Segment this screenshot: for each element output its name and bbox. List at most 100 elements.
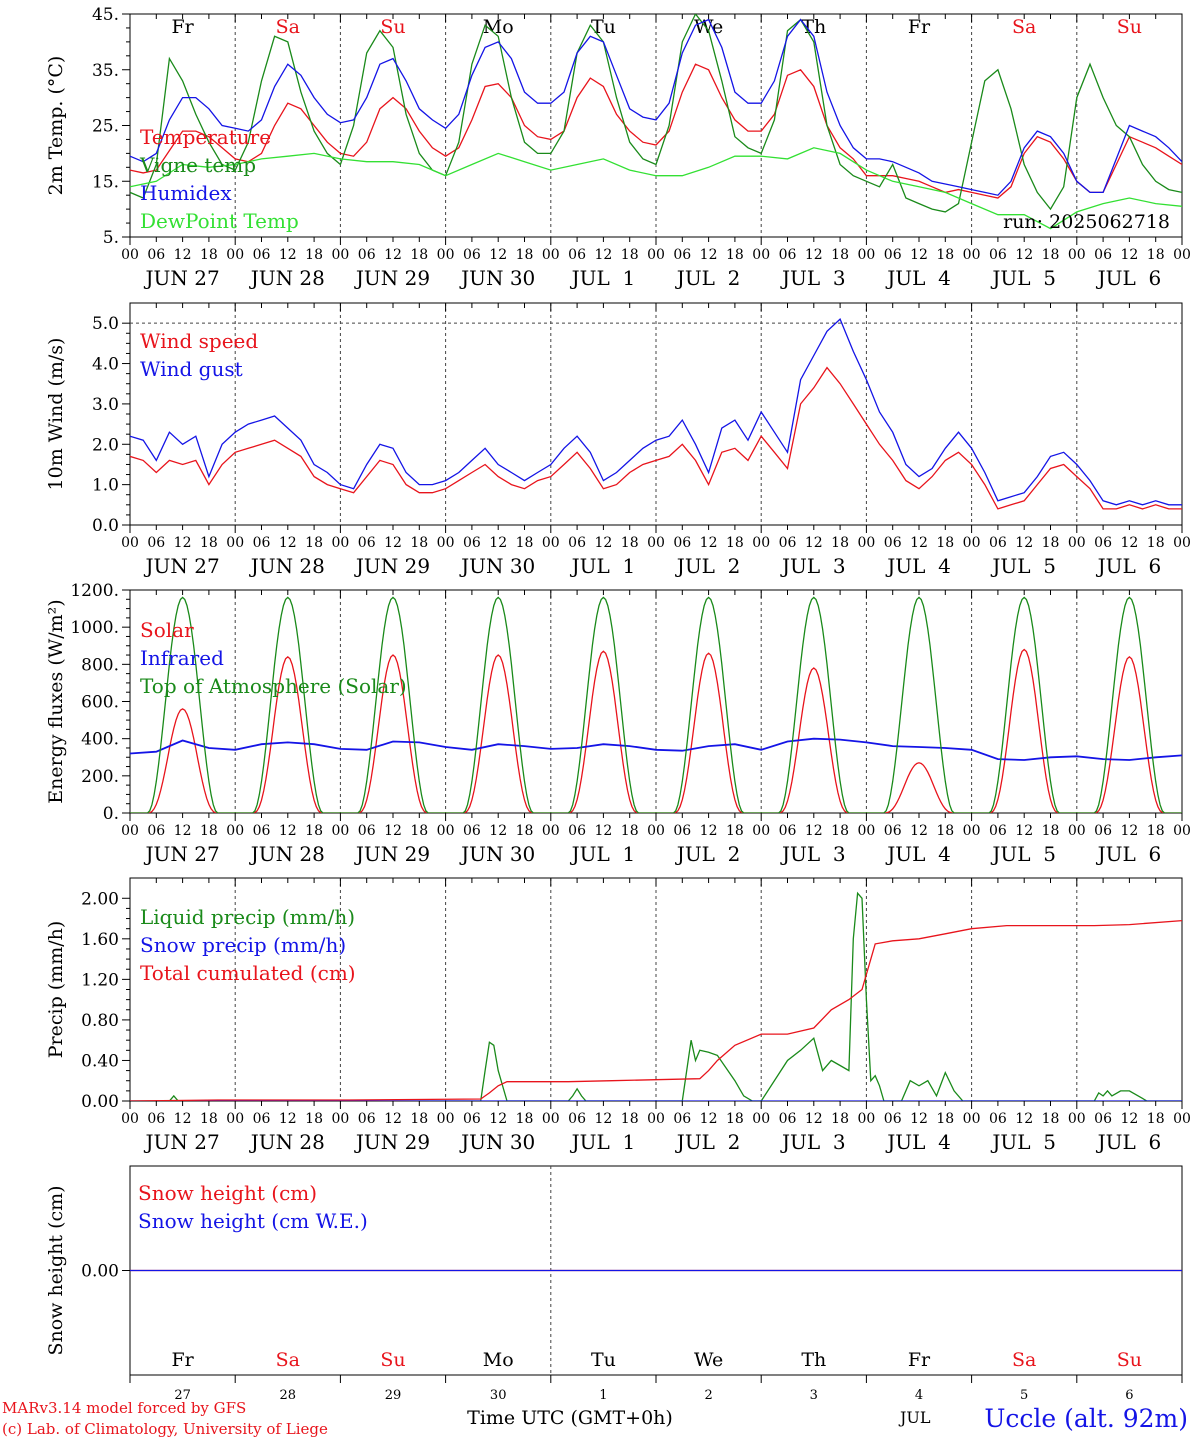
weekday-label: Mo (483, 16, 514, 38)
weekday-label: Su (1117, 1349, 1142, 1371)
hour-tick-label: 18 (621, 535, 639, 551)
y-tick-label: 1.0 (92, 476, 119, 496)
hour-tick-label: 00 (647, 247, 665, 263)
weekday-label: Sa (276, 16, 300, 38)
hour-tick-label: 18 (726, 1111, 744, 1127)
hour-tick-label: 00 (752, 535, 770, 551)
date-label: JUN 27 (144, 266, 220, 290)
date-label: JUN 30 (459, 1130, 535, 1154)
hour-tick-label: 06 (1094, 247, 1112, 263)
hour-tick-label: 18 (936, 535, 954, 551)
hour-tick-label: 06 (463, 247, 481, 263)
date-label: JUN 27 (144, 1130, 220, 1154)
day-number-label: 27 (174, 1388, 191, 1403)
date-label: JUN 29 (354, 1130, 430, 1154)
hour-tick-label: 18 (621, 247, 639, 263)
hour-tick-label: 18 (516, 247, 534, 263)
y-tick-label: 5. (103, 228, 119, 248)
legend-entry: Solar (140, 618, 194, 642)
hour-tick-label: 12 (174, 247, 192, 263)
hour-tick-label: 00 (226, 247, 244, 263)
date-label: JUL 4 (885, 842, 951, 866)
hour-tick-label: 00 (226, 823, 244, 839)
hour-tick-label: 06 (673, 823, 691, 839)
date-label: JUN 29 (354, 266, 430, 290)
hour-tick-label: 06 (989, 247, 1007, 263)
date-label: JUL 2 (675, 1130, 741, 1154)
y-tick-label: 0.80 (81, 1011, 119, 1031)
hour-tick-label: 00 (121, 823, 139, 839)
hour-tick-label: 06 (463, 1111, 481, 1127)
y-axis-label: Snow height (cm) (45, 1185, 67, 1355)
hour-tick-label: 06 (463, 535, 481, 551)
hour-tick-label: 00 (963, 247, 981, 263)
hour-tick-label: 06 (673, 247, 691, 263)
date-label: JUL 4 (885, 554, 951, 578)
weekday-label: We (694, 1349, 723, 1371)
y-tick-label: 3.0 (92, 395, 119, 415)
legend-entry: Humidex (140, 181, 232, 205)
day-number-label: 28 (280, 1388, 297, 1403)
hour-tick-label: 06 (358, 535, 376, 551)
hour-tick-label: 06 (673, 1111, 691, 1127)
hour-tick-label: 06 (884, 1111, 902, 1127)
hour-tick-label: 06 (1094, 823, 1112, 839)
date-label: JUL 1 (570, 842, 636, 866)
hour-tick-label: 06 (568, 535, 586, 551)
hour-tick-label: 18 (936, 247, 954, 263)
hour-tick-label: 12 (805, 247, 823, 263)
panel-energy: 0. 200. 400. 600. 800. 1000. 1200.Energy fluxe… (45, 581, 1191, 866)
legend-entry: Temperature (140, 125, 271, 149)
hour-tick-label: 00 (752, 247, 770, 263)
hour-tick-label: 00 (963, 535, 981, 551)
date-label: JUN 30 (459, 554, 535, 578)
hour-tick-label: 12 (805, 535, 823, 551)
date-label: JUL 5 (990, 842, 1056, 866)
date-label: JUN 29 (354, 554, 430, 578)
series-line (130, 147, 1182, 230)
hour-tick-label: 18 (726, 823, 744, 839)
hour-tick-label: 18 (621, 823, 639, 839)
month-label: JUL (898, 1408, 931, 1427)
y-tick-label: 0.00 (81, 1092, 119, 1112)
plot-frame (129, 13, 1183, 238)
legend-entry: Snow precip (mm/h) (140, 933, 346, 957)
hour-tick-label: 00 (963, 1111, 981, 1127)
date-label: JUL 4 (885, 266, 951, 290)
hour-tick-label: 06 (147, 823, 165, 839)
hour-tick-label: 06 (358, 247, 376, 263)
hour-tick-label: 00 (226, 535, 244, 551)
hour-tick-label: 00 (542, 823, 560, 839)
y-tick-label: 2.00 (81, 889, 119, 909)
weekday-label: Sa (1012, 16, 1036, 38)
date-label: JUL 2 (675, 266, 741, 290)
hour-tick-label: 18 (831, 247, 849, 263)
hour-tick-label: 12 (1015, 823, 1033, 839)
legend-entry: Wind gust (140, 357, 243, 381)
hour-tick-label: 18 (831, 535, 849, 551)
hour-tick-label: 18 (305, 1111, 323, 1127)
hour-tick-label: 00 (647, 823, 665, 839)
footer: MARv3.14 model forced by GFS (c) Lab. of… (2, 1399, 1188, 1438)
hour-tick-label: 18 (1147, 823, 1165, 839)
hour-tick-label: 00 (647, 535, 665, 551)
hour-tick-label: 18 (516, 1111, 534, 1127)
date-label: JUN 27 (144, 842, 220, 866)
hour-tick-label: 12 (700, 247, 718, 263)
hour-tick-label: 06 (884, 247, 902, 263)
hour-tick-label: 12 (1120, 1111, 1138, 1127)
y-tick-label: 35. (92, 61, 119, 81)
hour-tick-label: 18 (1147, 247, 1165, 263)
hour-tick-label: 18 (516, 823, 534, 839)
hour-tick-label: 06 (779, 823, 797, 839)
hour-tick-label: 06 (147, 1111, 165, 1127)
series-line (130, 63, 1182, 199)
y-axis-label: 2m Temp. (°C) (45, 56, 67, 196)
hour-tick-label: 00 (121, 535, 139, 551)
hour-tick-label: 18 (1042, 1111, 1060, 1127)
hour-tick-label: 18 (1042, 247, 1060, 263)
weekday-label: Su (1117, 16, 1142, 38)
y-tick-label: 1.20 (81, 970, 119, 990)
hour-tick-label: 12 (910, 823, 928, 839)
